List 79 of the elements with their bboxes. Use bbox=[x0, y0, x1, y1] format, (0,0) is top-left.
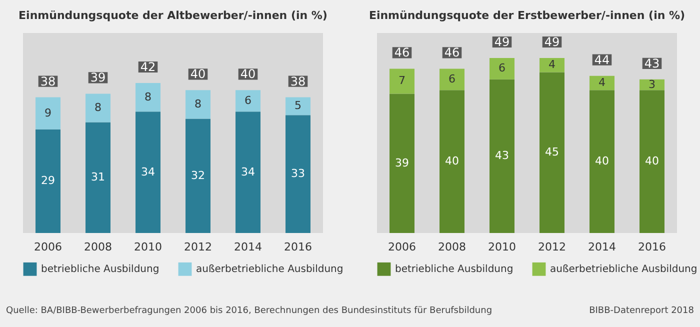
data-label: 4 bbox=[548, 58, 556, 72]
legend-label: außerbetriebliche Ausbildung bbox=[196, 264, 344, 276]
x-tick-label: 2006 bbox=[388, 240, 416, 254]
x-tick-label: 2012 bbox=[538, 240, 566, 254]
bar bbox=[136, 83, 160, 112]
data-label: 8 bbox=[144, 90, 152, 104]
total-label: 38 bbox=[290, 74, 306, 88]
data-label: 40 bbox=[645, 154, 659, 168]
data-label: 32 bbox=[191, 168, 205, 182]
x-tick-label: 2012 bbox=[184, 240, 212, 254]
x-tick-label: 2010 bbox=[134, 240, 162, 254]
bar bbox=[186, 118, 210, 233]
data-label: 3 bbox=[648, 78, 656, 91]
total-label: 42 bbox=[140, 60, 156, 74]
total-label: 39 bbox=[90, 70, 106, 85]
data-label: 29 bbox=[41, 174, 55, 188]
bar bbox=[36, 97, 60, 130]
bar bbox=[236, 112, 260, 233]
data-label: 45 bbox=[545, 146, 559, 159]
total-label: 38 bbox=[40, 74, 56, 88]
legend-label: außerbetriebliche Ausbildung bbox=[550, 264, 698, 276]
x-tick-label: 2016 bbox=[638, 240, 666, 254]
x-tick-label: 2008 bbox=[438, 240, 466, 254]
data-label: 40 bbox=[445, 154, 459, 168]
bar bbox=[286, 97, 310, 116]
bar bbox=[236, 90, 260, 112]
total-label: 43 bbox=[644, 56, 660, 70]
data-label: 43 bbox=[495, 149, 509, 162]
bar bbox=[590, 90, 614, 233]
total-label: 40 bbox=[190, 67, 206, 82]
x-tick-label: 2016 bbox=[284, 240, 312, 254]
x-tick-label: 2014 bbox=[588, 240, 616, 254]
data-label: 40 bbox=[595, 154, 609, 168]
bar bbox=[390, 68, 414, 94]
bar bbox=[540, 58, 564, 72]
bar bbox=[136, 112, 160, 233]
chart-title: Einmündungsquote der Altbewerber/-innen (in %) bbox=[18, 9, 328, 22]
data-label: 4 bbox=[598, 76, 606, 89]
total-label: 40 bbox=[240, 67, 256, 82]
text: BIBB-Datenreport 2018 bbox=[589, 306, 694, 316]
bar bbox=[440, 90, 464, 233]
bar bbox=[540, 72, 564, 233]
bar bbox=[590, 76, 614, 90]
data-label: 6 bbox=[244, 94, 252, 107]
data-label: 6 bbox=[498, 62, 506, 75]
bar bbox=[86, 122, 110, 233]
total-label: 44 bbox=[594, 52, 610, 67]
chart-title: Einmündungsquote der Erstbewerber/-innen (in %) bbox=[368, 9, 686, 22]
data-label: 9 bbox=[44, 106, 52, 120]
bar bbox=[490, 79, 514, 233]
x-tick-label: 2014 bbox=[234, 240, 262, 254]
data-label: 34 bbox=[241, 165, 255, 178]
legend-label: betriebliche Ausbildung bbox=[395, 264, 514, 276]
data-label: 5 bbox=[294, 99, 302, 112]
data-label: 8 bbox=[94, 101, 102, 114]
x-tick-label: 2010 bbox=[488, 240, 516, 254]
data-label: 34 bbox=[141, 165, 155, 178]
bar bbox=[490, 58, 514, 80]
data-label: 8 bbox=[194, 97, 202, 110]
data-label: 39 bbox=[395, 156, 409, 170]
total-label: 46 bbox=[444, 46, 460, 60]
total-label: 49 bbox=[544, 35, 560, 49]
data-label: 31 bbox=[91, 170, 105, 184]
bar bbox=[286, 115, 310, 233]
data-label: 7 bbox=[398, 74, 406, 88]
data-label: 6 bbox=[448, 72, 456, 86]
bar bbox=[36, 129, 60, 233]
bar bbox=[640, 90, 664, 233]
bar bbox=[86, 94, 110, 122]
source-note: Quelle: BA/BIBB-Bewerberbefragungen 2006 bis 2016, Berechnungen des Bundesinstituts für Berufsbildung bbox=[6, 306, 492, 316]
bar bbox=[440, 68, 464, 90]
x-tick-label: 2008 bbox=[84, 240, 112, 254]
bar bbox=[186, 90, 210, 119]
total-label: 49 bbox=[494, 35, 510, 49]
x-tick-label: 2006 bbox=[34, 240, 62, 254]
data-label: 33 bbox=[291, 167, 305, 180]
total-label: 46 bbox=[394, 46, 410, 60]
bar bbox=[390, 94, 414, 233]
legend-label: betriebliche Ausbildung bbox=[41, 264, 160, 276]
